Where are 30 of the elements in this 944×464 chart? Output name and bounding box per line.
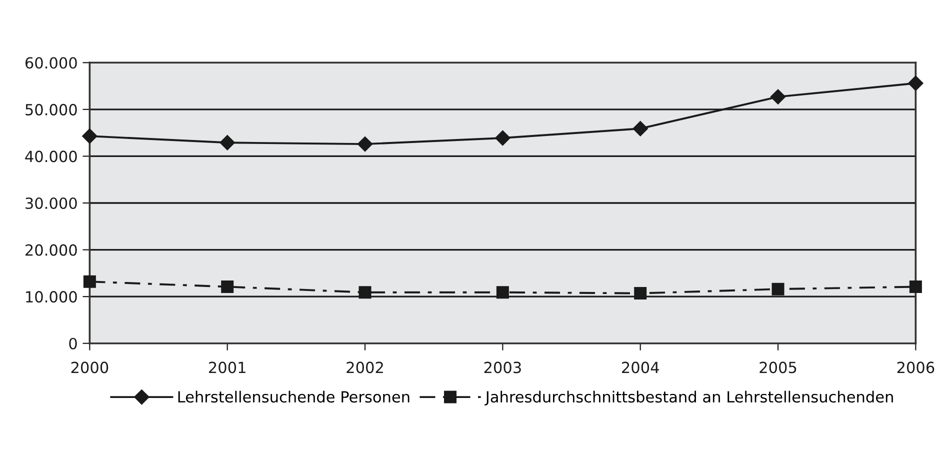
- x-tick-label: 2004: [622, 362, 659, 374]
- x-tick-label: 2005: [760, 362, 796, 374]
- x-tick-label: 2002: [346, 362, 383, 374]
- y-tick-label: 20.000: [26, 244, 77, 256]
- point: [495, 130, 510, 146]
- point: [634, 287, 647, 300]
- y-tick-label: 10.000: [26, 291, 77, 303]
- point: [221, 280, 234, 293]
- point: [220, 135, 235, 150]
- point: [83, 275, 96, 288]
- point: [909, 280, 922, 293]
- y-tick-label: 50.000: [26, 104, 77, 116]
- point: [908, 76, 924, 91]
- legend-label: Jahresdurchschnittsbestand an Lehrstellensuchenden: [484, 390, 893, 406]
- y-tick-label: 60.000: [25, 57, 77, 69]
- point: [632, 121, 648, 136]
- point: [772, 282, 784, 296]
- x-tick-label: 2000: [71, 362, 108, 374]
- x-tick-label: 2003: [484, 362, 521, 374]
- point: [770, 89, 786, 104]
- x-tick-label: 2006: [897, 362, 934, 374]
- y-tick-label: 40.000: [25, 150, 77, 162]
- legend-label: Lehrstellensuchende Personen: [178, 390, 410, 403]
- y-tick-label: 0: [69, 338, 77, 350]
- x-tick-label: 2001: [209, 362, 246, 374]
- y-tick-label: 30.000: [26, 197, 77, 210]
- point: [358, 286, 372, 299]
- point: [357, 136, 373, 152]
- point: [82, 128, 98, 144]
- point: [496, 286, 509, 299]
